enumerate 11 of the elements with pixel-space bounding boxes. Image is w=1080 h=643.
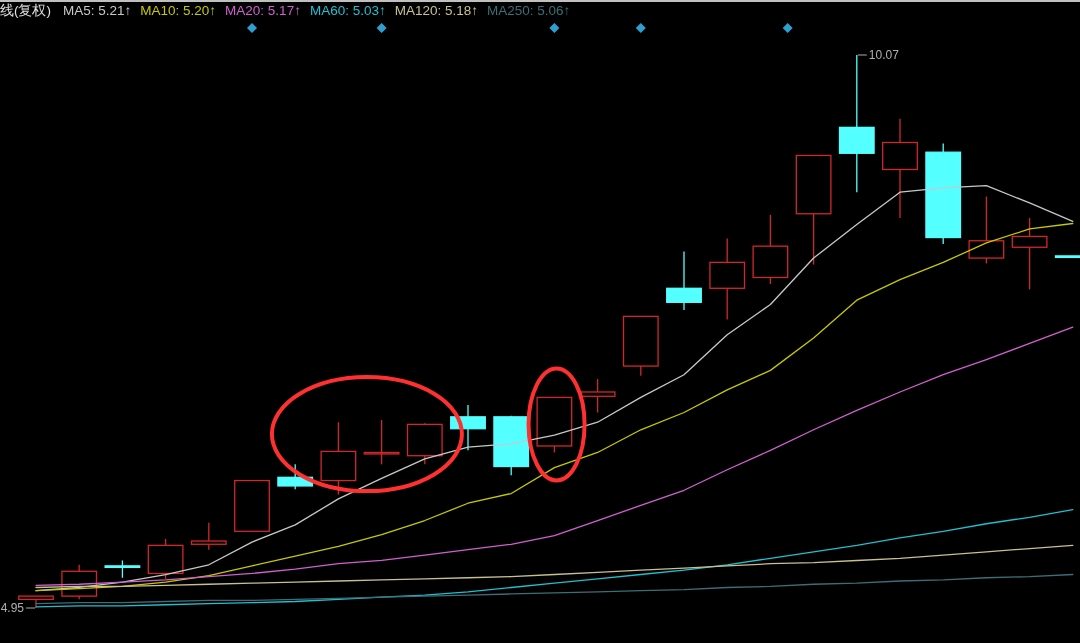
annotation: 4.95	[0, 601, 36, 615]
text: MA250: 5.06↑	[487, 3, 571, 18]
text: MA20: 5.17↑	[225, 3, 301, 18]
annotation: 4.95	[0, 601, 25, 615]
text: MA10: 5.20↑	[140, 3, 217, 18]
annotation: 10.07	[868, 48, 900, 62]
text: MA5: 5.21↑	[63, 3, 132, 18]
text: MA120: 5.18↑	[394, 3, 478, 18]
chart-title: 线(复权)	[0, 3, 51, 18]
text: MA60: 5.03↑	[309, 3, 386, 18]
annotation: 10.07	[857, 48, 899, 62]
